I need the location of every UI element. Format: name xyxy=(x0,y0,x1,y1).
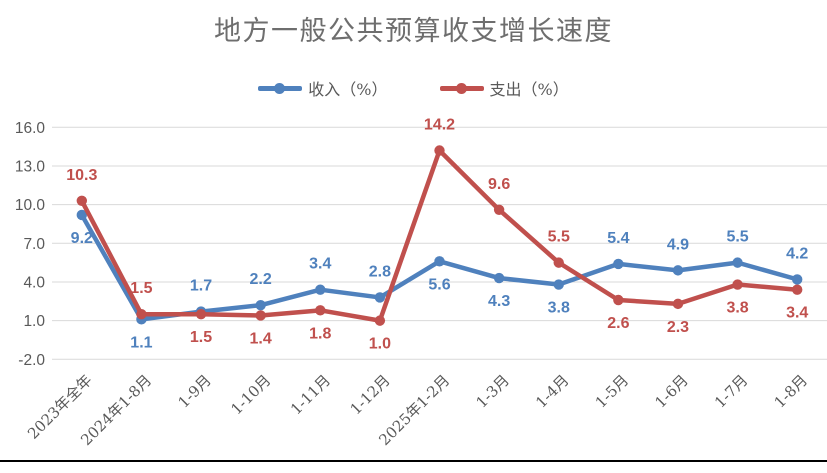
chart-title: 地方一般公共预算收支增长速度 xyxy=(214,16,613,47)
x-tick-label: 1-6月 xyxy=(651,371,691,411)
expenditure-data-label: 14.2 xyxy=(424,117,455,134)
legend: 收入（%） 支出（%） xyxy=(0,76,827,100)
expenditure-data-label: 1.0 xyxy=(369,336,391,353)
revenue-data-label: 2.8 xyxy=(369,263,391,280)
expenditure-data-label: 2.6 xyxy=(607,315,629,332)
x-tick-label: 1-4月 xyxy=(532,371,572,411)
expenditure-marker xyxy=(315,305,326,316)
expenditure-line-marker-icon xyxy=(439,82,484,95)
y-tick-label: 1.0 xyxy=(23,313,45,330)
revenue-marker xyxy=(315,284,326,295)
x-tick-label: 1-3月 xyxy=(473,371,513,411)
legend-item-revenue: 收入（%） xyxy=(258,76,388,100)
expenditure-marker xyxy=(136,308,147,320)
y-tick-label: 4.0 xyxy=(23,274,45,291)
expenditure-marker xyxy=(553,257,564,268)
revenue-data-label: 4.2 xyxy=(786,245,808,262)
x-tick-label: 1-10月 xyxy=(227,371,274,418)
revenue-marker xyxy=(374,292,386,303)
expenditure-data-label: 3.4 xyxy=(786,305,808,322)
expenditure-marker xyxy=(672,298,684,310)
revenue-marker xyxy=(553,279,564,290)
revenue-data-label: 4.3 xyxy=(488,293,510,310)
expenditure-data-label: 1.5 xyxy=(130,280,152,297)
expenditure-data-label: 10.3 xyxy=(66,167,97,184)
expenditure-marker xyxy=(374,315,386,326)
expenditure-data-label: 9.6 xyxy=(488,176,510,193)
revenue-marker xyxy=(493,272,505,284)
y-tick-label: 13.0 xyxy=(15,158,46,175)
x-tick-label: 1-12月 xyxy=(347,371,394,418)
x-tick-label: 1-9月 xyxy=(174,371,214,411)
y-tick-label: 7.0 xyxy=(23,236,45,253)
revenue-line xyxy=(79,212,800,322)
expenditure-data-label: 1.5 xyxy=(190,329,212,346)
x-tick-label: 1-8月 xyxy=(771,371,811,411)
revenue-marker xyxy=(255,299,266,311)
y-tick-label: 16.0 xyxy=(15,120,46,137)
revenue-marker xyxy=(434,256,445,267)
expenditure-data-label: 2.3 xyxy=(667,319,689,336)
revenue-data-label: 4.9 xyxy=(667,236,689,253)
revenue-marker xyxy=(613,258,624,270)
revenue-marker xyxy=(732,257,743,268)
y-tick-label: -2.0 xyxy=(18,352,45,369)
revenue-data-label: 5.5 xyxy=(726,229,748,246)
x-tick-label: 1-7月 xyxy=(711,371,751,411)
revenue-data-label: 1.1 xyxy=(130,334,152,351)
revenue-marker xyxy=(791,274,803,285)
legend-item-expenditure: 支出（%） xyxy=(439,76,569,100)
expenditure-marker xyxy=(434,145,445,156)
revenue-data-label: 1.7 xyxy=(190,278,212,295)
expenditure-marker xyxy=(255,310,266,321)
expenditure-data-label: 1.8 xyxy=(309,325,331,342)
expenditure-data-label: 5.5 xyxy=(548,229,570,246)
bottom-rule xyxy=(0,460,827,462)
x-tick-label: 1-5月 xyxy=(592,371,632,411)
expenditure-marker xyxy=(791,284,803,295)
expenditure-line xyxy=(79,148,800,323)
legend-label-revenue: 收入（%） xyxy=(308,80,388,99)
expenditure-data-label: 1.4 xyxy=(250,330,272,347)
x-tick-label: 1-11月 xyxy=(287,371,334,418)
revenue-data-label: 9.2 xyxy=(71,230,93,247)
expenditure-data-label: 3.8 xyxy=(726,300,748,317)
revenue-data-label: 3.8 xyxy=(548,300,570,317)
expenditure-marker xyxy=(613,294,624,306)
expenditure-marker xyxy=(76,195,88,206)
revenue-line-marker-icon xyxy=(258,82,303,95)
revenue-data-label: 3.4 xyxy=(309,256,331,273)
expenditure-marker xyxy=(732,279,743,290)
expenditure-marker xyxy=(493,204,505,215)
revenue-data-label: 5.6 xyxy=(428,276,450,293)
y-tick-label: 10.0 xyxy=(15,197,46,214)
legend-label-expenditure: 支出（%） xyxy=(489,80,569,99)
revenue-data-label: 2.2 xyxy=(250,271,272,288)
revenue-marker xyxy=(76,209,88,221)
revenue-marker xyxy=(672,265,684,276)
revenue-data-label: 5.4 xyxy=(607,230,629,247)
expenditure-marker xyxy=(195,308,207,320)
